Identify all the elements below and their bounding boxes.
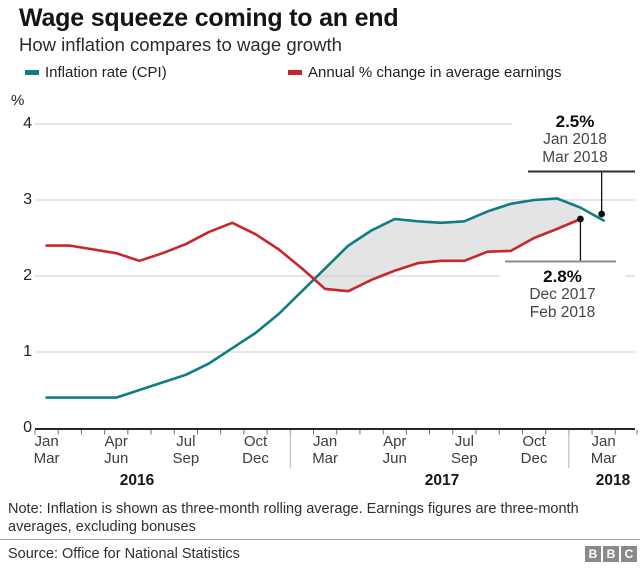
y-axis-label: 2: [23, 267, 32, 284]
legend-label: Annual % change in average earnings: [308, 63, 562, 81]
footer-divider: [0, 539, 640, 540]
annotation-date: Jan 2018: [543, 131, 607, 148]
bbc-logo-letter: B: [585, 546, 601, 562]
page-subtitle: How inflation compares to wage growth: [19, 34, 342, 55]
footnote: Note: Inflation is shown as three-month …: [8, 501, 579, 535]
y-axis-label: 4: [23, 115, 32, 132]
x-tick-label: Jul Sep: [172, 433, 200, 467]
earnings-line: [45, 217, 582, 293]
x-tick-label: Jan Mar: [33, 433, 60, 467]
annotation-inflation-callout: 2.5% Jan 2018 Mar 2018: [512, 111, 638, 166]
annotation-earnings-callout: 2.8% Dec 2017 Feb 2018: [500, 265, 625, 321]
page-title: Wage squeeze coming to an end: [19, 4, 399, 32]
inflation-line: [45, 197, 605, 399]
x-tick-label: Jan Mar: [312, 433, 339, 467]
annotation-date: Dec 2017: [529, 286, 596, 303]
x-tick-label: Jan Mar: [590, 433, 617, 467]
annotation-dot-inflation: [598, 210, 606, 218]
year-label: 2017: [424, 472, 460, 489]
legend-item-earnings: Annual % change in average earnings: [288, 63, 562, 81]
x-tick-label: Oct Dec: [520, 433, 548, 467]
annotation-value: 2.8%: [543, 267, 582, 286]
squeeze-gap-area: [314, 198, 581, 292]
annotation-dot-earnings: [577, 215, 584, 223]
bbc-logo: B B C: [585, 546, 637, 562]
year-label: 2018: [595, 472, 631, 489]
legend-item-inflation: Inflation rate (CPI): [25, 63, 167, 81]
x-tick-label: Jul Sep: [451, 433, 478, 467]
y-axis-label: 1: [23, 343, 32, 360]
y-axis-unit: %: [11, 92, 25, 109]
y-axis-label: 0: [23, 419, 32, 436]
source-credit: Source: Office for National Statistics: [8, 546, 240, 562]
y-axis-label: 3: [23, 191, 32, 208]
legend-label: Inflation rate (CPI): [45, 63, 167, 81]
year-label: 2016: [119, 472, 155, 489]
bbc-logo-letter: C: [621, 546, 637, 562]
x-tick-label: Apr Jun: [104, 433, 129, 467]
annotation-date: Mar 2018: [542, 148, 608, 166]
earnings-swatch: [288, 69, 302, 75]
annotation-date: Feb 2018: [529, 303, 596, 321]
bbc-logo-letter: B: [603, 546, 619, 562]
inflation-swatch: [25, 69, 39, 75]
x-tick-label: Oct Dec: [242, 433, 269, 467]
x-tick-label: Apr Jun: [382, 433, 407, 467]
annotation-value: 2.5%: [555, 112, 595, 131]
